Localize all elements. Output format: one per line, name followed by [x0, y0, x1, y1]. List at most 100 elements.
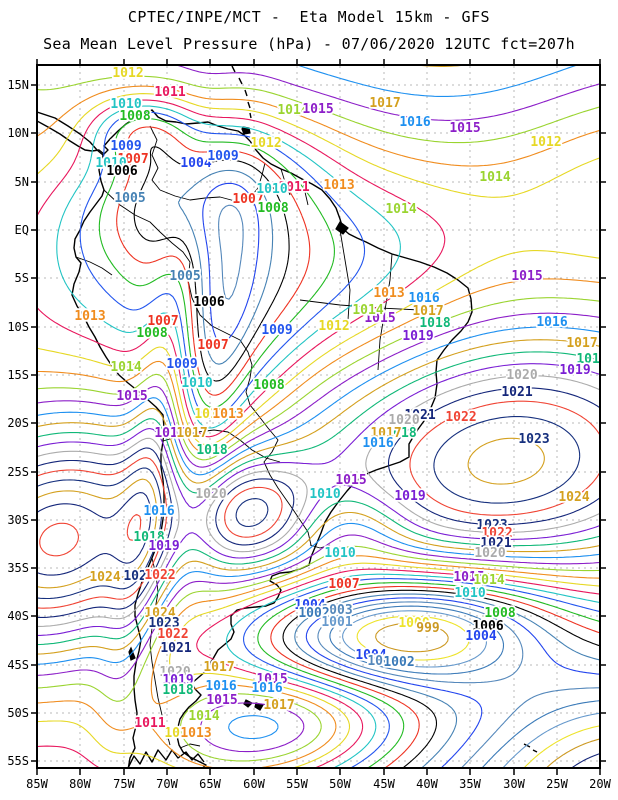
coastline-fjords	[127, 749, 205, 768]
isobar-label-1006: 1006	[106, 164, 137, 179]
isobar-label-1015: 1015	[453, 570, 484, 585]
isobar-label-1013: 1013	[180, 726, 211, 741]
longitude-labels: 85W 80W 75W 70W 65W 60W 55W 50W 45W 40W 35W 30W 25W 2…	[26, 777, 611, 791]
isobar-1003	[218, 204, 600, 768]
isobar-1005	[177, 169, 600, 768]
isobar-label-1017: 1017	[263, 698, 294, 713]
isobar-label-1015: 1015	[154, 426, 185, 441]
chiloe-island	[128, 646, 136, 661]
isobar-label-1020: 1020	[159, 665, 190, 680]
isobars	[37, 65, 600, 768]
isobar-label-1016: 1016	[399, 115, 430, 130]
lat-label-15N: 15N	[7, 78, 29, 92]
isobar-label-1004: 1004	[465, 629, 496, 644]
marajo-island	[335, 221, 349, 235]
isobar-label-1005: 1005	[169, 269, 200, 284]
border-colombia-peru-brazil	[103, 189, 191, 263]
isobar-1002	[329, 605, 600, 768]
isobar-1023	[37, 416, 581, 600]
isobar-label-1017: 1017	[369, 96, 400, 111]
isobar-1010	[56, 105, 600, 768]
isobar-label-1018: 1018	[196, 443, 227, 458]
isobar-label-1011: 1011	[154, 85, 185, 100]
isobar-label-1021: 1021	[160, 641, 191, 656]
isobar-label-1000: 1000	[398, 616, 429, 631]
isobar-1008	[98, 118, 600, 768]
isobar-label-1019: 1019	[402, 329, 433, 344]
isobar-label-1016: 1016	[251, 681, 282, 696]
isobar-label-1007: 1007	[147, 314, 178, 329]
lat-label-45S: 45S	[7, 658, 29, 672]
lon-label-60W: 60W	[243, 777, 265, 791]
latitude-labels: 15N 10N 5N EQ 5S 10S 15S 20S 25S 30S 35S 40S 45S 50S 5…	[7, 78, 29, 768]
isobar-label-1014: 1014	[110, 360, 141, 375]
isobar-1006	[133, 146, 600, 768]
border-argentina-chile	[149, 557, 171, 746]
lat-label-25S: 25S	[7, 465, 29, 479]
coastline-south-america-west	[37, 120, 165, 768]
isobar-label-1018: 1018	[162, 683, 193, 698]
isobar-label-1023: 1023	[518, 432, 549, 447]
isobar-label-1017: 1017	[203, 660, 234, 675]
isobar-label-1015: 1015	[364, 311, 395, 326]
isobar-label-1023: 1023	[123, 569, 154, 584]
isobar-label-1004: 1004	[355, 648, 386, 663]
isobar-label-1006: 1006	[472, 619, 503, 634]
isobar-label-1014: 1014	[385, 202, 416, 217]
isobar-label-1008: 1008	[119, 109, 150, 124]
isobar-label-1003: 1003	[321, 603, 352, 618]
isobar-label-1007: 1007	[232, 192, 263, 207]
isobar-label-1017: 1017	[176, 426, 207, 441]
isobar-1013	[37, 85, 600, 768]
isobar-label-1024: 1024	[144, 606, 175, 621]
isobar-label-1021: 1021	[501, 385, 532, 400]
isobar-label-1010: 1010	[454, 586, 485, 601]
isobar-label-1012: 1012	[530, 135, 561, 150]
isobar-label-1021: 1021	[404, 408, 435, 423]
chart-subtitle: Sea Mean Level Pressure (hPa) - 07/06/20…	[43, 35, 575, 53]
isobar-label-1010: 1010	[309, 487, 340, 502]
isobar-label-1020: 1020	[388, 413, 419, 428]
lon-label-20W: 20W	[589, 777, 611, 791]
isobar-label-1001: 1001	[321, 615, 352, 630]
border-guianas	[280, 168, 309, 206]
lon-label-70W: 70W	[156, 777, 178, 791]
isobar-label-1020: 1020	[474, 546, 505, 561]
lat-label-5S: 5S	[15, 271, 29, 285]
isobar-label-1023: 1023	[148, 616, 179, 631]
isobar-label-1004: 1004	[294, 598, 325, 613]
lesser-antilles-islands	[231, 65, 252, 119]
isobar-label-1012: 1012	[112, 66, 143, 81]
isobar-1018	[37, 351, 600, 646]
isobar-1026	[39, 513, 142, 557]
isobar-label-1016: 1016	[362, 436, 393, 451]
isobar-label-1003: 1003	[367, 654, 398, 669]
isobar-label-1022: 1022	[481, 526, 512, 541]
lon-label-35W: 35W	[459, 777, 481, 791]
isobar-label-1020: 1020	[506, 368, 537, 383]
isobar-label-1019: 1019	[394, 489, 425, 504]
lat-label-35S: 35S	[7, 561, 29, 575]
isobar-label-1002: 1002	[298, 606, 329, 621]
isobar-label-1016: 1016	[536, 315, 567, 330]
isobar-label-1017: 1017	[412, 304, 443, 319]
isobar-label-1021: 1021	[480, 536, 511, 551]
isobar-label-1006: 1006	[193, 295, 224, 310]
isobar-label-1019: 1019	[148, 539, 179, 554]
isobar-999	[375, 622, 600, 768]
isobar-label-1011: 1011	[278, 180, 309, 195]
isobar-label-1015: 1015	[449, 121, 480, 136]
isobar-label-1014: 1014	[352, 303, 383, 318]
lat-label-40S: 40S	[7, 609, 29, 623]
isobar-label-1007: 1007	[328, 577, 359, 592]
isobar-label-1014: 1014	[277, 103, 308, 118]
isobar-label-1023: 1023	[476, 518, 507, 533]
isobar-label-1013: 1013	[323, 178, 354, 193]
lat-label-20S: 20S	[7, 416, 29, 430]
isobar-label-1024: 1024	[89, 570, 120, 585]
isobar-label-1018: 1018	[385, 426, 416, 441]
isobar-label-1007: 1007	[197, 338, 228, 353]
isobar-label-999: 999	[416, 621, 439, 636]
